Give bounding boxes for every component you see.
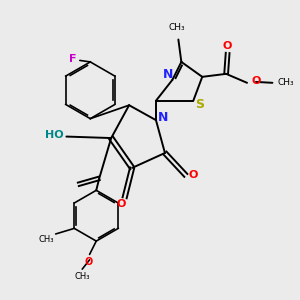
Text: CH₃: CH₃ [169, 23, 185, 32]
Text: HO: HO [45, 130, 63, 140]
Text: F: F [69, 54, 76, 64]
Text: O: O [189, 170, 198, 180]
Text: N: N [158, 111, 169, 124]
Text: O: O [85, 257, 93, 267]
Text: S: S [195, 98, 204, 111]
Text: CH₃: CH₃ [278, 78, 294, 87]
Text: O: O [117, 199, 126, 209]
Text: N: N [163, 68, 173, 81]
Text: CH₃: CH₃ [39, 236, 54, 244]
Text: CH₃: CH₃ [74, 272, 90, 281]
Text: O: O [223, 41, 232, 51]
Text: O: O [251, 76, 261, 86]
